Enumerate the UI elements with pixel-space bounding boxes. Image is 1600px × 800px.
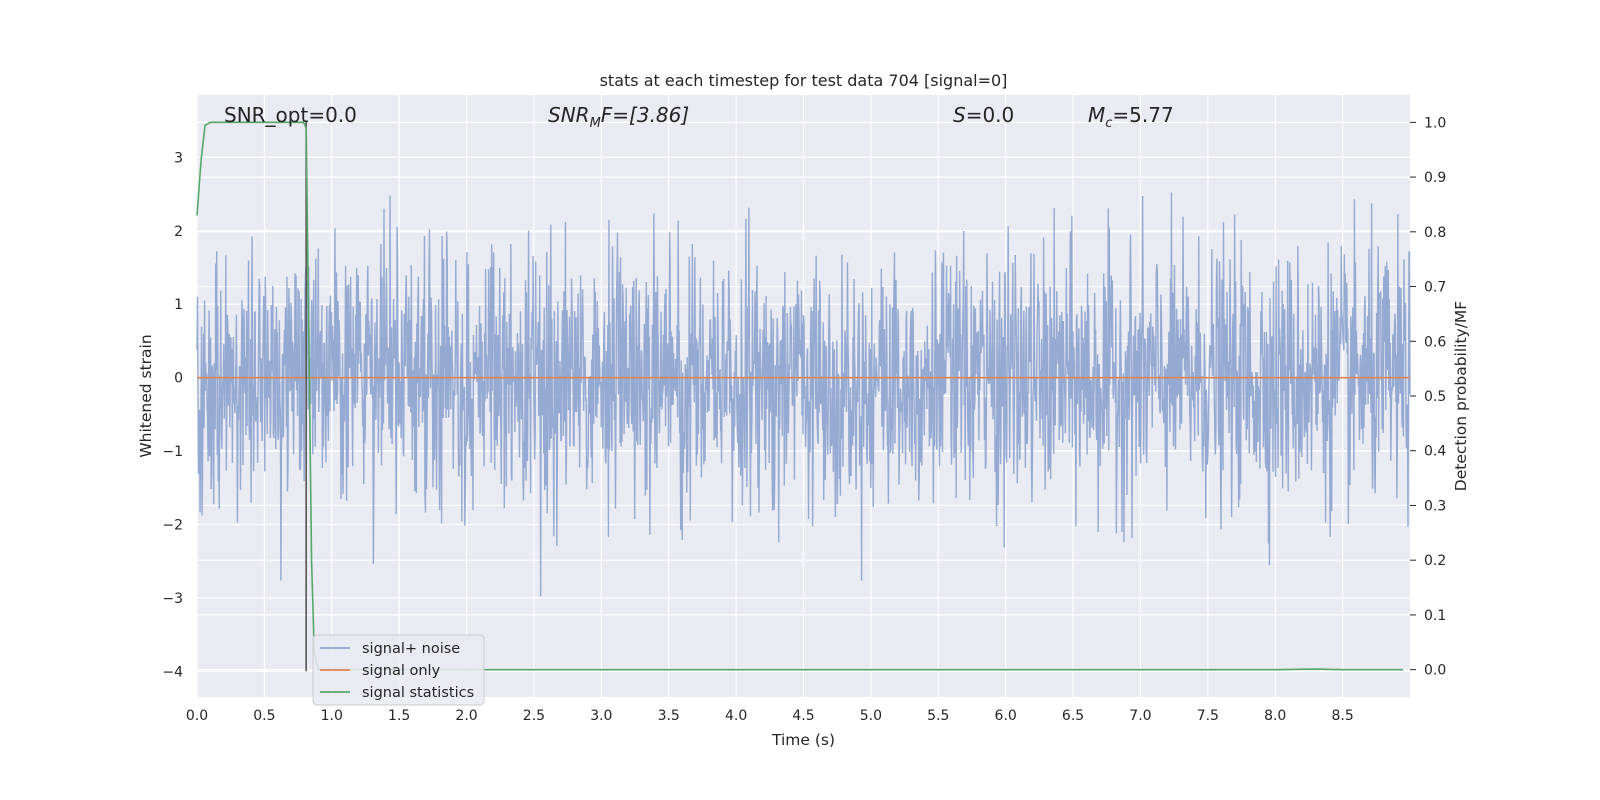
tick-labels: 0.0 0.5 1.0 1.5 2.0 2.5 3.0 3.5 4.0 4.5 5.0 5.5 6.0 6…: [162, 115, 1446, 724]
y-tick-label-right: 0.5: [1424, 389, 1446, 405]
annotation-snr-mf-main: SNR: [548, 103, 590, 127]
y-tick-label-left: 0: [174, 371, 183, 387]
annotation-s-rest: =0.0: [966, 103, 1015, 127]
x-tick-label: 4.0: [725, 708, 747, 724]
y-tick-label-left: −1: [162, 444, 183, 460]
x-tick-label: 1.0: [321, 708, 343, 724]
x-tick-label: 5.0: [860, 708, 882, 724]
x-tick-label: 3.0: [590, 708, 612, 724]
y-tick-label-right: 0.4: [1424, 444, 1446, 460]
y-tick-label-left: −2: [162, 517, 183, 533]
noise-series-group: [196, 192, 1411, 597]
x-tick-label: 5.5: [927, 708, 949, 724]
annotation-snr-mf-rest: F=[3.86]: [601, 103, 689, 127]
y-tick-label-left: 2: [174, 224, 183, 240]
series-signal-noise: [196, 192, 1411, 597]
x-tick-label: 7.0: [1129, 708, 1151, 724]
annotation-mc-rest: =5.77: [1112, 103, 1173, 127]
legend-label: signal only: [362, 663, 441, 679]
x-tick-label: 6.5: [1062, 708, 1084, 724]
series-signal-statistics: [196, 121, 1404, 671]
line-series-group: [196, 120, 1410, 672]
x-axis-label: Time (s): [771, 731, 835, 749]
y-tick-label-left: 3: [174, 150, 183, 166]
legend: signal+ noise signal only signal statistic…: [312, 634, 485, 706]
annotation-mc-main: M: [1088, 103, 1105, 127]
y-tick-label-right: 0.7: [1424, 280, 1446, 296]
y-tick-label-right: 1.0: [1424, 115, 1446, 131]
legend-box: [312, 634, 485, 706]
annotation-snr-mf: SNRMF=[3.86]: [548, 103, 689, 131]
annotation-mc-sub: c: [1105, 116, 1112, 131]
y-tick-label-right: 0.2: [1424, 553, 1446, 569]
legend-label: signal statistics: [362, 685, 474, 701]
y-tick-label-right: 0.6: [1424, 334, 1446, 350]
annotations: SNR_opt=0.0 SNRMF=[3.86] S=0.0 Mc=5.77: [224, 103, 1174, 131]
y-tick-label-left: −4: [162, 664, 183, 680]
y-tick-label-right: 0.1: [1424, 608, 1446, 624]
x-tick-label: 0.0: [186, 708, 208, 724]
x-tick-label: 0.5: [253, 708, 275, 724]
legend-label: signal+ noise: [362, 641, 460, 657]
x-tick-label: 1.5: [388, 708, 410, 724]
y-tick-label-left: 1: [174, 297, 183, 313]
x-tick-label: 8.5: [1331, 708, 1353, 724]
annotation-mc: Mc=5.77: [1088, 103, 1174, 131]
x-tick-label: 3.5: [658, 708, 680, 724]
annotation-snr-mf-sub: M: [590, 116, 601, 131]
y-tick-label-left: −3: [162, 591, 183, 607]
annotation-s-main: S: [953, 103, 966, 127]
x-tick-label: 2.0: [455, 708, 477, 724]
x-tick-label: 2.5: [523, 708, 545, 724]
annotation-snr-opt: SNR_opt=0.0: [224, 103, 357, 127]
y-tick-label-right: 0.8: [1424, 225, 1446, 241]
y-axis-label-left: Whitened strain: [137, 334, 155, 457]
y-axis-label-right: Detection probability/MF: [1452, 301, 1470, 492]
x-tick-label: 8.0: [1264, 708, 1286, 724]
x-tick-label: 6.0: [995, 708, 1017, 724]
x-tick-label: 7.5: [1197, 708, 1219, 724]
chart-title: stats at each timestep for test data 704…: [600, 71, 1008, 90]
y-tick-label-right: 0.3: [1424, 498, 1446, 514]
y-tick-label-right: 0.9: [1424, 170, 1446, 186]
x-tick-label: 4.5: [792, 708, 814, 724]
y-tick-label-right: 0.0: [1424, 663, 1446, 679]
annotation-s: S=0.0: [953, 103, 1014, 127]
